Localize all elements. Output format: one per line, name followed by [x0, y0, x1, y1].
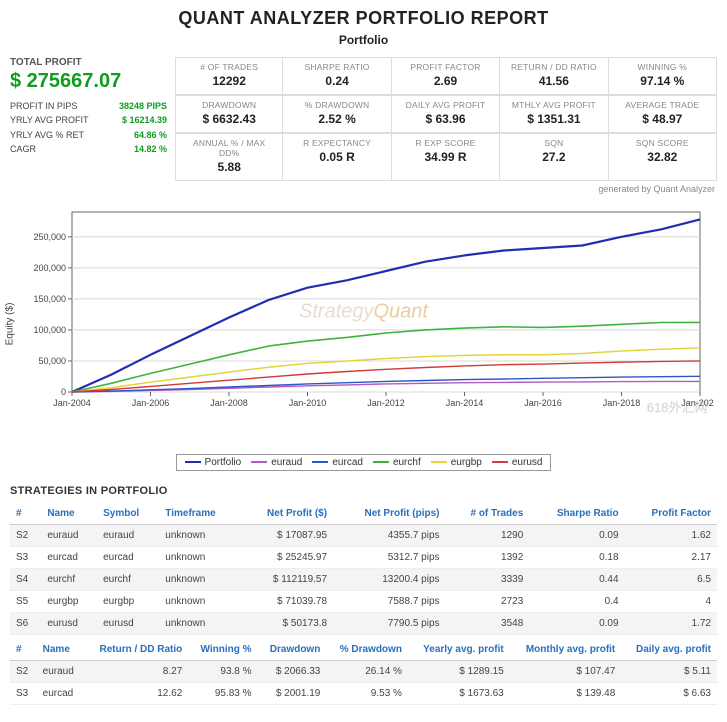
stat-cell: DRAWDOWN$ 6632.43 — [175, 96, 283, 133]
svg-text:150,000: 150,000 — [33, 294, 66, 304]
stat-cell: WINNING %97.14 % — [609, 58, 717, 95]
stat-cell: SQN27.2 — [500, 134, 608, 181]
table-header[interactable]: Monthly avg. profit — [510, 639, 622, 661]
table-header[interactable]: Profit Factor — [625, 503, 717, 525]
stat-cell: SQN SCORE32.82 — [609, 134, 717, 181]
chart-svg: 0 50,000 100,000 150,000 200,000 250,000 Jan-2… — [14, 204, 714, 424]
profit-mini-row: PROFIT IN PIPS38248 PIPS — [10, 99, 167, 113]
strategies-heading: STRATEGIES IN PORTFOLIO — [10, 485, 717, 497]
svg-text:Jan-2008: Jan-2008 — [210, 398, 248, 408]
stat-cell: AVERAGE TRADE$ 48.97 — [609, 96, 717, 133]
svg-text:50,000: 50,000 — [38, 356, 66, 366]
svg-text:200,000: 200,000 — [33, 263, 66, 273]
table-header[interactable]: Net Profit ($) — [240, 503, 333, 525]
legend-box: Portfolio euraud eurcad eurchf eurgbp eurusd — [176, 454, 552, 471]
svg-text:Jan-2014: Jan-2014 — [445, 398, 483, 408]
table-row: S5eurgbpeurgbpunknown$ 71039.787588.7 pi… — [10, 591, 717, 613]
total-profit-block: TOTAL PROFIT $ 275667.07 PROFIT IN PIPS3… — [10, 57, 175, 204]
stat-cell: ANNUAL % / MAX DD%5.88 — [175, 134, 283, 181]
table-header[interactable]: Return / DD Ratio — [84, 639, 188, 661]
profit-mini-row: CAGR14.82 % — [10, 142, 167, 156]
svg-text:Jan-2018: Jan-2018 — [602, 398, 640, 408]
table-header[interactable]: Yearly avg. profit — [408, 639, 510, 661]
equity-chart: Equity ($) 050,000100,000150,000200,0002… — [14, 204, 714, 444]
table-header[interactable]: Symbol — [97, 503, 159, 525]
stats-grid-row: DRAWDOWN$ 6632.43% DRAWDOWN2.52 %DAILY A… — [175, 95, 717, 133]
table-header[interactable]: Daily avg. profit — [621, 639, 717, 661]
legend-item: eurcad — [312, 457, 363, 468]
svg-text:Jan-2006: Jan-2006 — [131, 398, 169, 408]
table-row: S4eurchfeurchfunknown$ 112119.5713200.4 … — [10, 569, 717, 591]
table-header[interactable]: Sharpe Ratio — [529, 503, 624, 525]
page-title: QUANT ANALYZER PORTFOLIO REPORT — [10, 8, 717, 29]
table-header[interactable]: Name — [37, 639, 84, 661]
stat-cell: R EXPECTANCY0.05 R — [283, 134, 391, 181]
legend-item: Portfolio — [185, 457, 242, 468]
strategies-table-2: #NameReturn / DD RatioWinning %Drawdown%… — [10, 639, 717, 705]
table-header[interactable]: # of Trades — [446, 503, 530, 525]
table-row: S3eurcadeurcadunknown$ 25245.975312.7 pi… — [10, 547, 717, 569]
stat-cell: DAILY AVG PROFIT$ 63.96 — [392, 96, 500, 133]
table-row: S2euraud8.2793.8 %$ 2066.3326.14 %$ 1289… — [10, 661, 717, 683]
table-row: S6eurusdeurusdunknown$ 50173.87790.5 pip… — [10, 613, 717, 635]
legend-item: eurusd — [492, 457, 543, 468]
table-row: S2euraudeuraudunknown$ 17087.954355.7 pi… — [10, 525, 717, 547]
svg-text:100,000: 100,000 — [33, 325, 66, 335]
table-header[interactable]: Drawdown — [258, 639, 327, 661]
table-header[interactable]: % Drawdown — [326, 639, 408, 661]
total-profit-value: $ 275667.07 — [10, 70, 167, 93]
table-header[interactable]: # — [10, 503, 41, 525]
stats-area: TOTAL PROFIT $ 275667.07 PROFIT IN PIPS3… — [10, 57, 717, 204]
profit-mini-row: YRLY AVG % RET64.86 % — [10, 128, 167, 142]
table-header[interactable]: Net Profit (pips) — [333, 503, 445, 525]
table-header[interactable]: Timeframe — [159, 503, 240, 525]
legend-item: eurchf — [373, 457, 421, 468]
site-watermark: 618外汇网 — [647, 397, 708, 416]
svg-text:0: 0 — [60, 387, 65, 397]
strategies-table-1: #NameSymbolTimeframeNet Profit ($)Net Pr… — [10, 503, 717, 635]
svg-text:Jan-2010: Jan-2010 — [288, 398, 326, 408]
svg-text:Jan-2012: Jan-2012 — [367, 398, 405, 408]
legend-row: Portfolio euraud eurcad eurchf eurgbp eurusd — [10, 450, 717, 471]
stat-cell: # OF TRADES12292 — [175, 58, 283, 95]
svg-text:250,000: 250,000 — [33, 232, 66, 242]
table-header[interactable]: Winning % — [188, 639, 257, 661]
page-subtitle: Portfolio — [10, 33, 717, 47]
stat-cell: % DRAWDOWN2.52 % — [283, 96, 391, 133]
stat-cell: PROFIT FACTOR2.69 — [392, 58, 500, 95]
stat-cell: R EXP SCORE34.99 R — [392, 134, 500, 181]
y-axis-label: Equity ($) — [4, 303, 15, 346]
profit-mini-row: YRLY AVG PROFIT$ 16214.39 — [10, 113, 167, 127]
stats-grid-row: ANNUAL % / MAX DD%5.88R EXPECTANCY0.05 R… — [175, 133, 717, 181]
total-profit-label: TOTAL PROFIT — [10, 57, 167, 68]
svg-text:Jan-2016: Jan-2016 — [524, 398, 562, 408]
table-header[interactable]: Name — [41, 503, 97, 525]
stats-grid: # OF TRADES12292SHARPE RATIO0.24PROFIT F… — [175, 57, 717, 204]
svg-text:Jan-2004: Jan-2004 — [53, 398, 91, 408]
legend-item: euraud — [251, 457, 302, 468]
table-row: S3eurcad12.6295.83 %$ 2001.199.53 %$ 167… — [10, 683, 717, 705]
table-header[interactable]: # — [10, 639, 37, 661]
legend-item: eurgbp — [431, 457, 482, 468]
stat-cell: SHARPE RATIO0.24 — [283, 58, 391, 95]
stat-cell: MTHLY AVG PROFIT$ 1351.31 — [500, 96, 608, 133]
stat-cell: RETURN / DD RATIO41.56 — [500, 58, 608, 95]
stats-grid-row: # OF TRADES12292SHARPE RATIO0.24PROFIT F… — [175, 57, 717, 95]
generated-by: generated by Quant Analyzer — [175, 184, 715, 194]
